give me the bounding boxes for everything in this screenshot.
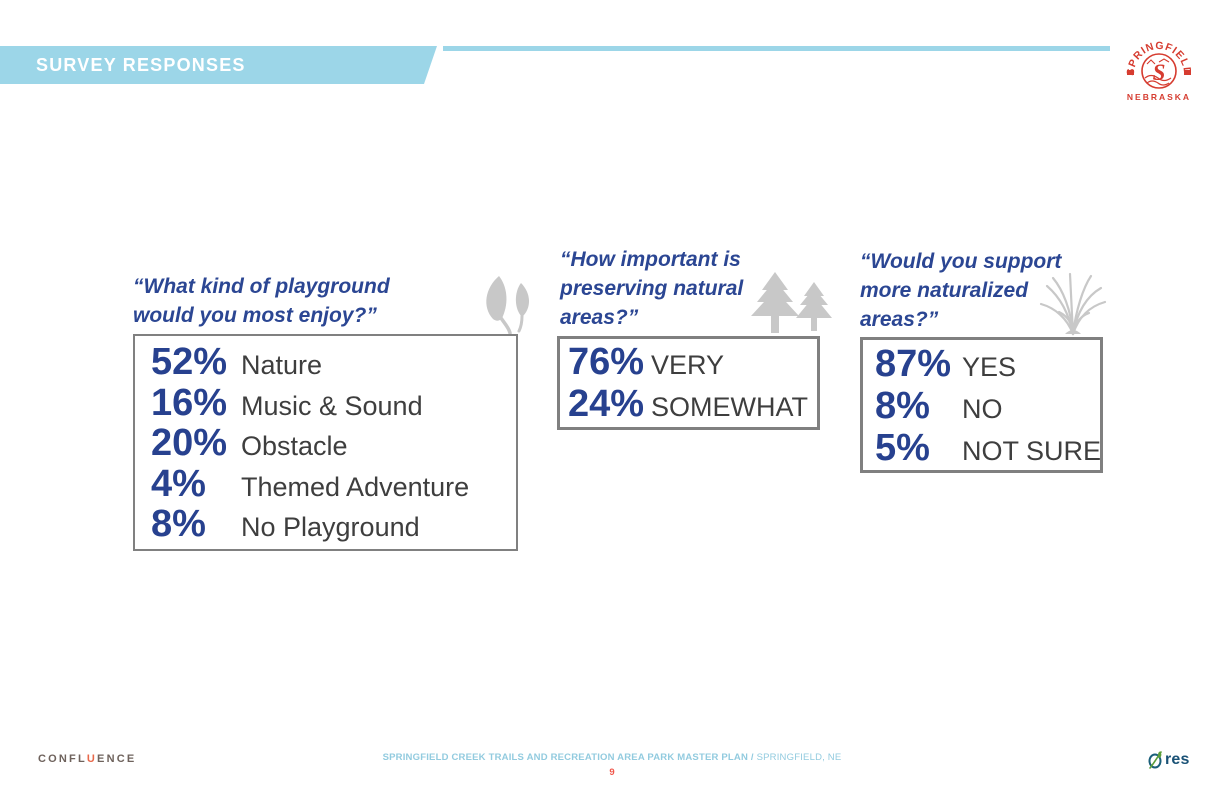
response-percent: 76% <box>568 341 645 383</box>
response-label: VERY <box>651 350 725 380</box>
res-leaf-icon <box>1148 751 1162 769</box>
response-label: SOMEWHAT <box>651 392 808 422</box>
project-title-bold: SPRINGFIELD CREEK TRAILS AND RECREATION … <box>382 752 754 763</box>
res-logo: res <box>1147 750 1190 770</box>
question-playground: “What kind of playground would you most … <box>133 275 390 327</box>
response-label: Obstacle <box>241 431 348 461</box>
leaf-icon <box>477 274 533 335</box>
response-row: 20% Obstacle <box>151 423 516 464</box>
responses-box-natural-areas: 76% VERY 24% SOMEWHAT <box>557 336 820 430</box>
city-seal-icon: SPRINGFIELD S NEBRASKA <box>1125 40 1192 102</box>
response-label: YES <box>962 352 1017 382</box>
response-label: Themed Adventure <box>241 471 470 502</box>
response-label: NOT SURE <box>962 436 1102 466</box>
response-percent: 87% <box>875 343 952 385</box>
response-percent: 8% <box>875 385 930 427</box>
response-row: 5% NOT SURE <box>875 427 1102 469</box>
response-row: 8% No Playground <box>151 504 516 545</box>
logo-monogram: S <box>1153 60 1166 85</box>
response-percent: 24% <box>568 383 645 425</box>
response-label: Music & Sound <box>241 390 423 421</box>
response-label: No Playground <box>241 512 420 542</box>
page-title: SURVEY RESPONSES <box>36 55 246 75</box>
response-row: 76% VERY <box>568 341 817 383</box>
confluence-text-u: U <box>86 753 98 765</box>
springfield-nebraska-logo: SPRINGFIELD S NEBRASKA <box>1124 30 1194 108</box>
response-percent: 16% <box>151 381 228 424</box>
header-accent-line <box>443 46 1110 51</box>
page-number: 9 <box>609 767 615 778</box>
response-row: 52% Nature <box>151 342 516 383</box>
question-naturalized-areas: “Would you support more naturalized area… <box>860 250 1062 331</box>
response-row: 87% YES <box>875 343 1100 385</box>
response-row: 16% Music & Sound <box>151 381 516 424</box>
header-banner: SURVEY RESPONSES <box>0 46 437 84</box>
response-percent: 8% <box>151 503 206 545</box>
question-natural-areas: “How important is preserving natural are… <box>560 248 744 329</box>
response-label: NO <box>962 394 1003 424</box>
trees-icon <box>748 272 836 336</box>
response-row: 4% Themed Adventure <box>151 462 516 505</box>
res-logo-text: res <box>1165 751 1190 768</box>
response-label: Nature <box>241 350 323 380</box>
confluence-logo: CONFLUENCE <box>38 753 136 765</box>
responses-box-playground: 52% Nature 16% Music & Sound 20% Obstacle 4… <box>133 334 518 551</box>
logo-state-text: NEBRASKA <box>1127 92 1191 102</box>
response-percent: 5% <box>875 427 930 469</box>
footer-project-title: SPRINGFIELD CREEK TRAILS AND RECREATION … <box>0 752 1224 763</box>
grass-icon <box>1033 270 1109 337</box>
confluence-text-right: ENCE <box>97 753 137 765</box>
responses-box-naturalized-areas: 87% YES 8% NO 5% NOT SURE <box>860 337 1103 473</box>
confluence-text-left: CONFL <box>38 753 87 765</box>
response-percent: 20% <box>151 422 228 464</box>
response-percent: 52% <box>151 341 228 383</box>
response-percent: 4% <box>151 462 206 505</box>
response-row: 24% SOMEWHAT <box>568 383 817 425</box>
project-location: SPRINGFIELD, NE <box>756 752 842 763</box>
response-row: 8% NO <box>875 385 1100 427</box>
